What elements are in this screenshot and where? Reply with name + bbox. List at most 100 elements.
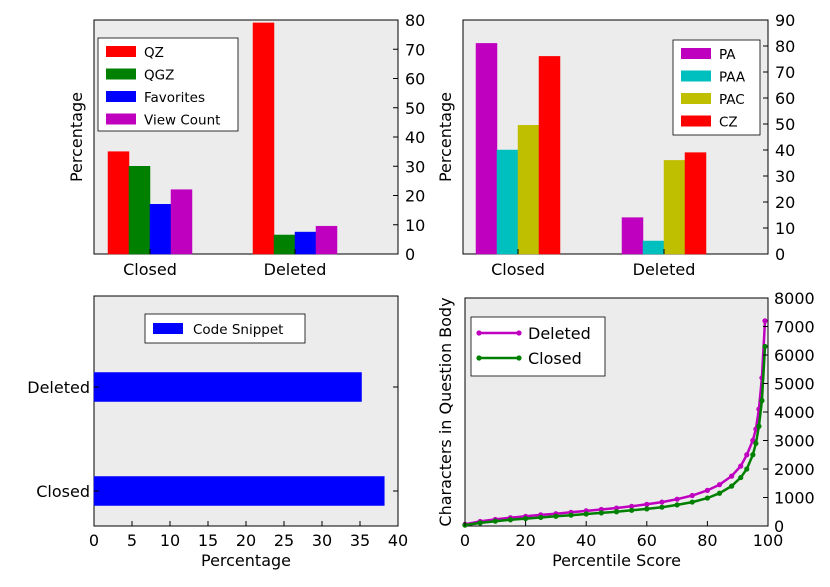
y-tick-label: 70: [405, 40, 425, 59]
y-tick-label: 30: [405, 157, 425, 176]
data-point-closed: [492, 518, 498, 524]
data-point-closed: [689, 499, 695, 505]
data-point-deleted: [729, 473, 735, 479]
bar-pac-deleted: [663, 160, 686, 255]
y-axis-label: Percentage: [436, 92, 455, 182]
y-tick-label: 7000: [774, 318, 815, 337]
y-tick-label: 20: [405, 187, 425, 206]
y-tick-label: 5000: [774, 375, 815, 394]
y-axis-label: Percentage: [67, 92, 86, 182]
data-point-closed: [750, 452, 756, 458]
y-tick-label: 60: [405, 70, 425, 89]
legend-swatch: [106, 91, 136, 102]
y-tick-label: 2000: [774, 460, 815, 479]
data-point-closed: [756, 423, 762, 429]
y-tick-label: 50: [775, 115, 795, 134]
chart-panel-bottom-left: Closed Deleted 0 5 10 15 20 25 30 35 40 Percentage C…: [27, 295, 408, 570]
chart-panel-bottom-right: 0 20 40 60 80 1000100020003000400050006000700…: [436, 289, 815, 570]
data-point-closed: [583, 511, 589, 517]
legend-entry: QZ: [144, 45, 164, 61]
y-tick-label: 60: [775, 89, 795, 108]
data-point-closed: [523, 515, 529, 522]
legend-entry: PAC: [719, 92, 745, 108]
x-tick-label: Closed: [491, 260, 545, 279]
data-point-deleted: [629, 503, 635, 509]
data-point-closed: [598, 510, 604, 516]
bar-code-snippet-closed: [93, 476, 385, 506]
bar-view-count-closed: [170, 189, 193, 255]
data-point-closed: [704, 495, 711, 501]
data-point-deleted: [613, 505, 620, 511]
data-point-closed: [759, 398, 765, 404]
legend-box: [470, 316, 606, 377]
data-point-closed: [674, 502, 680, 508]
legend-swatch: [681, 93, 711, 104]
bar-favorites-closed: [149, 204, 172, 255]
y-axis-label: Characters in Question Body: [436, 297, 455, 526]
legend-swatch: [106, 68, 136, 80]
y-tick-label: Deleted: [27, 378, 90, 397]
legend-entry: Code Snippet: [193, 322, 283, 338]
legend-swatch: [681, 48, 711, 59]
bar-favorites-deleted: [294, 231, 317, 255]
bar-paa-closed: [496, 149, 519, 255]
data-point-deleted: [762, 318, 768, 324]
legend-entry: Closed: [528, 349, 582, 368]
x-tick-label: 20: [515, 531, 535, 550]
y-tick-label: 80: [775, 37, 795, 56]
y-tick-label: 8000: [774, 289, 815, 308]
data-point-closed: [477, 520, 483, 526]
data-point-closed: [738, 474, 744, 481]
data-point-deleted: [704, 487, 711, 493]
chart-panel-top-left: Closed Deleted 0 10 20 30 40 50 60 70 80 Percentage…: [67, 11, 425, 279]
x-tick-label: 10: [160, 531, 180, 550]
legend-entry: CZ: [719, 115, 738, 131]
y-tick-label: 90: [775, 11, 795, 30]
bar-qgz-closed: [128, 166, 151, 255]
data-point-deleted: [744, 452, 750, 458]
data-point-closed: [644, 506, 650, 512]
legend-entry: View Count: [144, 113, 220, 129]
bar-paa-deleted: [642, 240, 665, 255]
x-tick-label: 40: [388, 531, 408, 550]
data-point-deleted: [674, 496, 680, 502]
y-tick-label: 10: [405, 216, 425, 235]
bar-pa-deleted: [621, 217, 644, 255]
bar-qgz-deleted: [273, 234, 296, 255]
y-tick-label: 70: [775, 63, 795, 82]
data-point-closed: [659, 504, 665, 510]
data-point-deleted: [644, 501, 650, 507]
data-point-closed: [716, 490, 723, 496]
bar-qz-deleted: [252, 22, 275, 255]
legend-swatch: [681, 115, 711, 127]
legend: Deleted Closed: [470, 316, 606, 377]
y-tick-label: 0: [775, 245, 785, 264]
x-tick-label: 15: [198, 531, 218, 550]
x-tick-label: 80: [697, 531, 717, 550]
data-point-deleted: [659, 499, 665, 505]
legend-swatch: [153, 323, 183, 334]
x-tick-label: 25: [274, 531, 294, 550]
y-tick-label: 40: [405, 128, 425, 147]
bar-cz-deleted: [684, 152, 707, 255]
x-tick-label: 0: [460, 531, 470, 550]
y-tick-label: 40: [775, 141, 795, 160]
x-tick-label: 20: [236, 531, 256, 550]
bar-pa-closed: [475, 43, 498, 255]
data-point-closed: [753, 440, 759, 446]
y-tick-label: 1000: [774, 489, 815, 508]
legend-entry: Favorites: [144, 90, 205, 106]
x-tick-label: 35: [350, 531, 370, 550]
legend-swatch: [106, 46, 136, 57]
y-tick-label: Closed: [36, 482, 90, 501]
legend-marker: [516, 330, 522, 336]
x-tick-label: 100: [753, 531, 784, 550]
x-axis-label: Percentage: [201, 551, 291, 570]
bar-qz-closed: [107, 151, 130, 255]
x-tick-label: Closed: [123, 260, 177, 279]
data-point-closed: [538, 514, 544, 521]
legend-entry: QGZ: [144, 68, 174, 84]
legend: PA PAA PAC CZ: [672, 39, 761, 136]
chart-panel-top-right: Closed Deleted 0 10 20 30 40 50 60 70 80 90 Percenta…: [436, 11, 795, 279]
